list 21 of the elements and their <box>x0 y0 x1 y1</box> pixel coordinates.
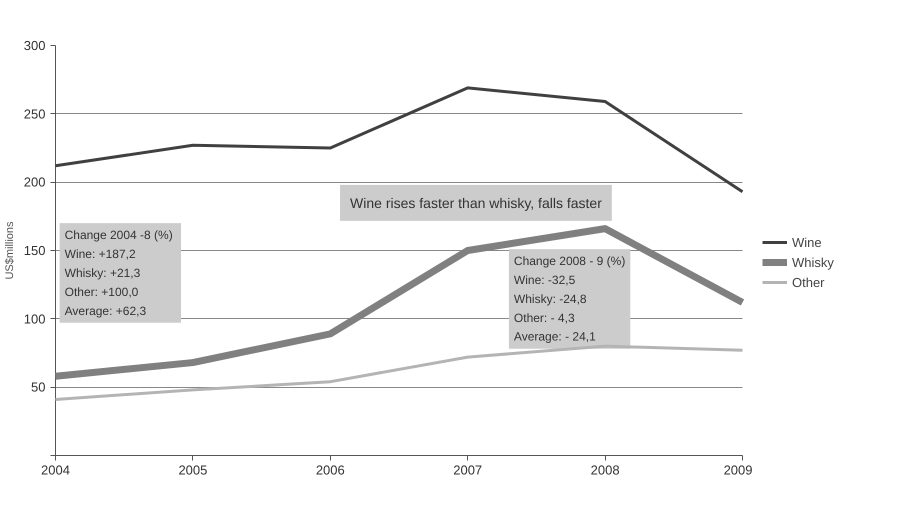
x-tick-label: 2007 <box>453 462 482 478</box>
y-tick-label: 200 <box>24 174 46 190</box>
x-tick-label: 2006 <box>316 462 345 478</box>
annotation: Wine rises faster than whisky, falls faster <box>350 194 602 211</box>
y-tick-label: 100 <box>24 311 46 326</box>
x-tick-label: 2004 <box>41 462 70 478</box>
y-tick-label: 50 <box>31 380 46 395</box>
x-tick-label: 2008 <box>590 462 620 478</box>
legend-label: Whisky <box>792 254 834 270</box>
y-tick-label: 150 <box>24 243 46 258</box>
annotation: Change 2008 - 9 (%) Wine: -32,5 Whisky: -24,8 Other: - 4,3 Average: - 24,1 <box>514 254 626 344</box>
y-tick-label: 250 <box>24 106 46 122</box>
y-axis-title: US$millions <box>4 220 16 280</box>
x-tick-label: 2005 <box>178 462 208 478</box>
annotation: Change 2004 -8 (%) Wine: +187,2 Whisky: +21,3 Other: +100,0 Average: +62,3 <box>64 228 173 318</box>
legend-label: Other <box>792 274 825 290</box>
line-series <box>54 344 744 401</box>
y-tick-label: 300 <box>24 38 46 53</box>
x-tick-label: 2009 <box>724 462 752 478</box>
legend-label: Wine <box>792 234 822 250</box>
line-series <box>54 86 744 194</box>
